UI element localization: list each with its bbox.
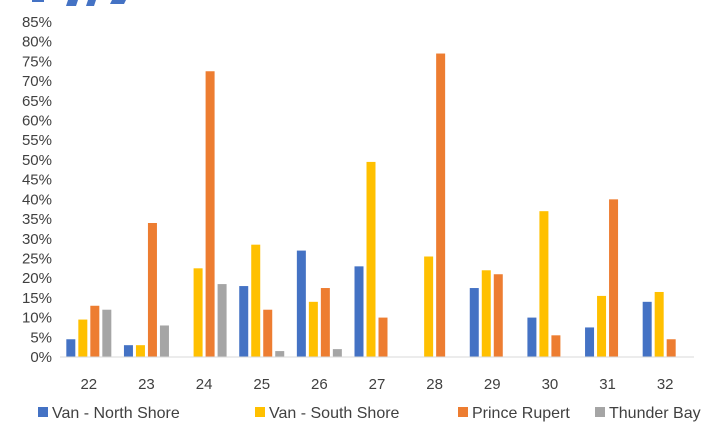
y-tick-label: 40% xyxy=(22,191,52,208)
x-tick-label: 29 xyxy=(484,376,501,393)
bar xyxy=(654,291,664,357)
bar xyxy=(308,301,318,357)
bar xyxy=(66,339,76,357)
x-tick-label: 22 xyxy=(80,376,97,393)
y-tick-label: 70% xyxy=(22,73,52,90)
x-tick-label: 24 xyxy=(196,376,213,393)
y-tick-label: 60% xyxy=(22,113,52,130)
bar xyxy=(217,284,227,357)
bar xyxy=(205,71,215,357)
y-tick-label: 80% xyxy=(22,34,52,51)
bar xyxy=(436,53,446,357)
bar xyxy=(493,274,503,357)
y-tick-label: 55% xyxy=(22,132,52,149)
bar xyxy=(354,266,364,357)
x-tick-label: 23 xyxy=(138,376,155,393)
legend: Van - North Shore Van - South Shore Prince… xyxy=(38,405,701,422)
y-tick-label: 75% xyxy=(22,53,52,70)
bar xyxy=(378,317,388,357)
legend-swatch xyxy=(458,407,468,417)
legend-label: Prince Rupert xyxy=(472,405,570,422)
legend-label: Thunder Bay xyxy=(609,405,701,422)
legend-swatch xyxy=(38,407,48,417)
bar xyxy=(239,286,249,357)
y-tick-label: 20% xyxy=(22,270,52,287)
y-tick-label: 25% xyxy=(22,250,52,267)
x-tick-label: 26 xyxy=(311,376,328,393)
y-tick-label: 10% xyxy=(22,310,52,327)
bar xyxy=(551,335,561,357)
bar xyxy=(251,244,261,357)
cropped-title-fragment xyxy=(0,0,160,8)
bar xyxy=(469,288,479,357)
y-tick-label: 45% xyxy=(22,172,52,189)
bar xyxy=(193,268,203,357)
x-tick-label: 32 xyxy=(657,376,674,393)
y-tick-label: 65% xyxy=(22,93,52,110)
y-tick-label: 15% xyxy=(22,290,52,307)
bar xyxy=(424,256,434,357)
bar xyxy=(666,339,676,357)
bar xyxy=(366,161,376,357)
y-tick-label: 50% xyxy=(22,152,52,169)
legend-label: Van - South Shore xyxy=(269,405,400,422)
bar xyxy=(481,270,491,357)
y-tick-label: 30% xyxy=(22,231,52,248)
y-axis-labels: 0% 5% 10% 15% 20% 25% 30% 35% 40% 45% 50% 55% 60% 65%… xyxy=(22,14,52,366)
bar xyxy=(102,309,112,357)
bar xyxy=(597,295,607,357)
bar xyxy=(147,223,157,357)
bar xyxy=(609,199,619,357)
legend-swatch xyxy=(595,407,605,417)
x-tick-label: 27 xyxy=(369,376,386,393)
x-tick-label: 31 xyxy=(599,376,616,393)
bar xyxy=(78,319,88,357)
bar xyxy=(123,345,133,357)
bar xyxy=(159,325,169,357)
y-tick-label: 5% xyxy=(30,329,52,346)
bars xyxy=(66,53,676,357)
x-tick-label: 30 xyxy=(542,376,559,393)
bar xyxy=(332,349,342,357)
x-tick-label: 25 xyxy=(253,376,270,393)
y-tick-label: 85% xyxy=(22,14,52,31)
x-axis-labels: 22 23 24 25 26 27 28 29 30 31 32 xyxy=(80,376,673,393)
bar xyxy=(90,305,100,357)
y-tick-label: 0% xyxy=(30,349,52,366)
bar xyxy=(263,309,273,357)
bar xyxy=(135,345,145,357)
legend-swatch xyxy=(255,407,265,417)
legend-label: Van - North Shore xyxy=(52,405,180,422)
y-tick-label: 35% xyxy=(22,211,52,228)
bar xyxy=(539,211,549,357)
bar xyxy=(527,317,537,357)
bar xyxy=(320,288,330,357)
bar xyxy=(642,301,652,357)
bar xyxy=(296,250,306,357)
x-tick-label: 28 xyxy=(426,376,443,393)
bar xyxy=(275,351,285,357)
bar xyxy=(585,327,595,357)
